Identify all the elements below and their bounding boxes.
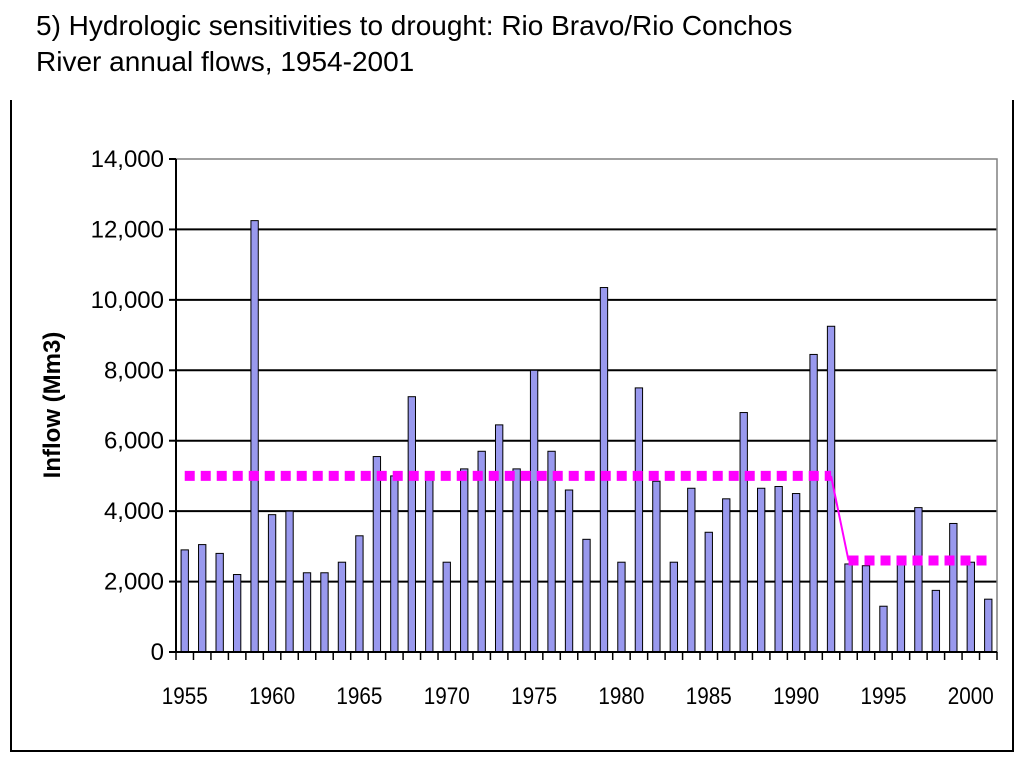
- bar-1968: [407, 396, 416, 653]
- bar-1981: [634, 387, 644, 653]
- mean-line-connector: [830, 475, 850, 561]
- y-axis-label: Inflow (Mm3): [39, 332, 66, 479]
- bar-1970: [442, 561, 451, 653]
- bar-1963: [320, 572, 329, 653]
- chart-title-line-1: 5) Hydrologic sensitivities to drought: …: [36, 10, 793, 41]
- bar-1995: [879, 605, 888, 653]
- bar-2000: [966, 561, 975, 653]
- bar-1959: [250, 220, 259, 653]
- x-tick-label-1995: 1995: [860, 683, 906, 710]
- bar-1991: [809, 353, 818, 653]
- bar-2001: [984, 598, 993, 653]
- x-tick-label-1960: 1960: [249, 683, 295, 710]
- chart-title: 5) Hydrologic sensitivities to drought: …: [36, 8, 1016, 80]
- x-tick-label-1955: 1955: [162, 683, 208, 710]
- y-tick-label-4000: 4,000: [104, 498, 164, 525]
- bar-1957: [215, 552, 224, 653]
- bar-1982: [652, 480, 661, 653]
- x-tick-label-1980: 1980: [598, 683, 644, 710]
- bar-1971: [460, 468, 469, 653]
- y-tick-label-6000: 6,000: [104, 428, 164, 455]
- bar-1964: [337, 561, 347, 653]
- x-tick-label-2000: 2000: [948, 683, 994, 710]
- bar-1962: [302, 572, 312, 653]
- x-tick-label-1985: 1985: [686, 683, 732, 710]
- chart-title-line-2: River annual flows, 1954-2001: [36, 46, 415, 77]
- y-tick-label-10000: 10,000: [91, 287, 164, 314]
- axes: [169, 158, 998, 660]
- bar-1985: [704, 531, 713, 653]
- bar-1973: [494, 424, 504, 653]
- bar-1983: [669, 561, 679, 653]
- x-tick-label-1965: 1965: [336, 683, 382, 710]
- bars: [180, 220, 993, 653]
- bar-1997: [914, 507, 923, 653]
- bar-1961: [285, 510, 294, 653]
- bar-1975: [529, 369, 539, 653]
- bar-1965: [355, 535, 364, 653]
- bar-1988: [757, 487, 766, 653]
- bar-1974: [512, 468, 521, 653]
- bar-1966: [372, 456, 382, 653]
- bar-1986: [722, 498, 731, 653]
- bar-1987: [739, 412, 748, 653]
- bar-1989: [774, 485, 783, 653]
- y-tick-label-2000: 2,000: [104, 569, 164, 596]
- bar-1960: [267, 514, 277, 653]
- bar-1979: [599, 287, 609, 653]
- x-tick-label-1975: 1975: [511, 683, 557, 710]
- chart-frame: [10, 100, 1014, 752]
- bar-1972: [477, 450, 486, 653]
- y-tick-labels: 0 2,000 4,000 6,000 8,000 10,000 12,000 14,000: [91, 146, 164, 666]
- x-tick-labels: 1955 1960 1965 1970 1975 1980 1985 1990 1995 2000: [162, 683, 994, 710]
- bar-1978: [582, 538, 591, 653]
- bar-1955: [180, 549, 189, 653]
- bar-1993: [844, 563, 853, 653]
- bar-1999: [949, 522, 958, 653]
- bar-1980: [617, 561, 626, 653]
- bar-1977: [564, 489, 574, 653]
- x-tick-label-1970: 1970: [424, 683, 470, 710]
- x-tick-label-1990: 1990: [773, 683, 819, 710]
- bar-1958: [232, 574, 242, 653]
- bar-1998: [931, 589, 941, 653]
- bar-1996: [896, 556, 906, 653]
- bar-1969: [425, 475, 434, 653]
- y-tick-label-0: 0: [151, 639, 164, 666]
- y-tick-label-8000: 8,000: [104, 357, 164, 384]
- bar-1984: [687, 487, 696, 653]
- gridlines: [176, 228, 997, 583]
- bar-1956: [198, 544, 207, 653]
- bar-1967: [390, 475, 399, 653]
- bar-1994: [861, 565, 871, 653]
- bar-1990: [791, 493, 801, 653]
- y-tick-label-14000: 14,000: [91, 146, 164, 173]
- mean-lines: [184, 470, 989, 566]
- bar-1976: [547, 450, 556, 653]
- y-tick-label-12000: 12,000: [91, 216, 164, 243]
